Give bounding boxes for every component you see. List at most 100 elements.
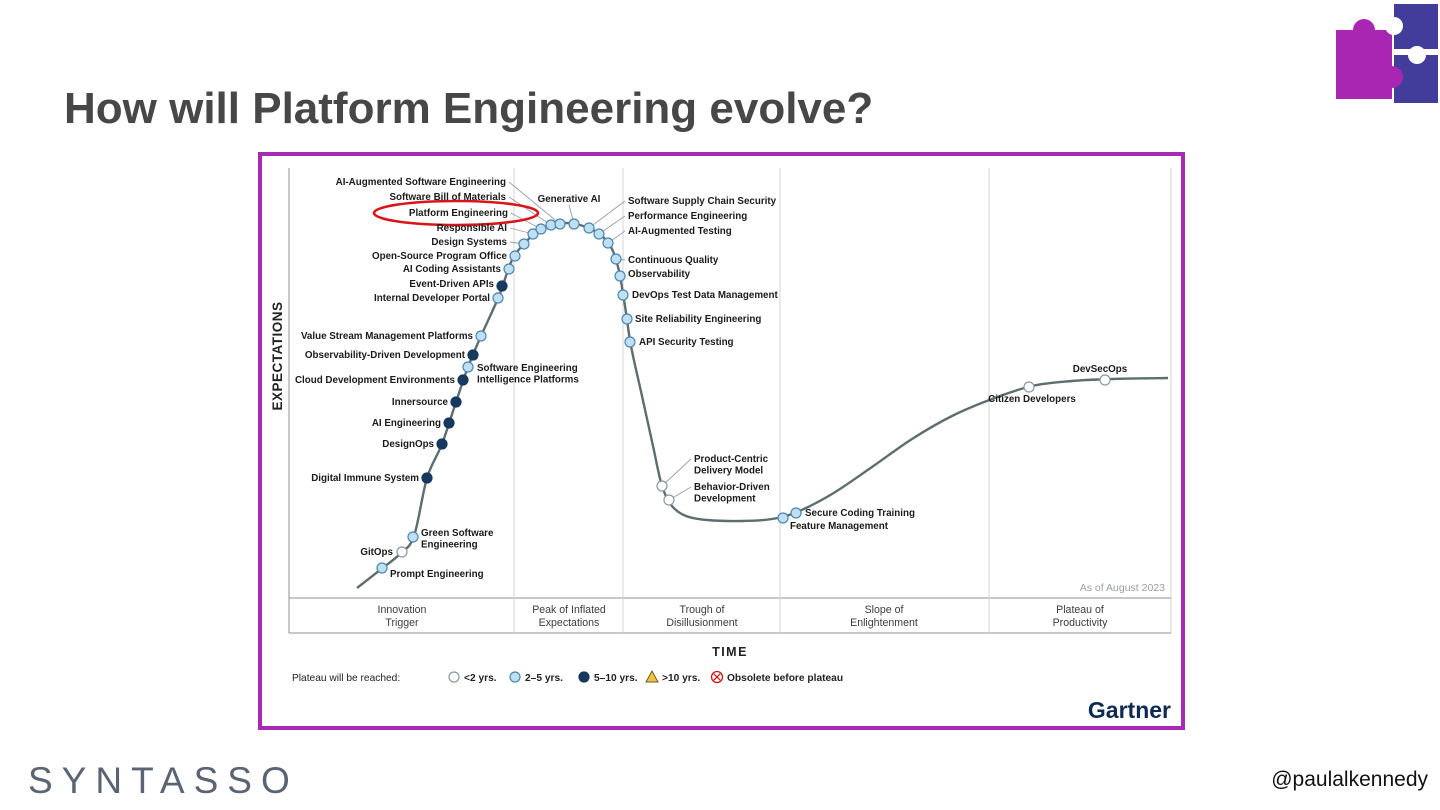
platform-engineering-highlight — [372, 199, 540, 227]
chart-point — [602, 237, 614, 249]
legend-item-label: Obsolete before plateau — [727, 673, 843, 684]
chart-point-label: Cloud Development Environments — [295, 375, 456, 386]
leader-line — [588, 200, 626, 229]
phase-label: Trough of Disillusionment — [666, 604, 737, 629]
chart-point — [396, 546, 408, 558]
chart-point-label: Generative AI — [538, 194, 601, 205]
chart-point — [443, 417, 455, 429]
leader-line — [661, 458, 692, 487]
chart-point — [492, 292, 504, 304]
chart-point — [663, 494, 675, 506]
syntasso-wordmark: SYNTASSO — [28, 760, 299, 801]
chart-point-label: AI-Augmented Software Engineering — [336, 177, 506, 188]
chart-point-label: Software Supply Chain Security — [628, 196, 777, 207]
chart-point — [624, 336, 636, 348]
legend-title: Plateau will be reached: — [292, 673, 400, 684]
legend-item-label: 5–10 yrs. — [594, 673, 638, 684]
legend-circle-2-5-icon — [509, 671, 521, 683]
chart-point-label: Feature Management — [790, 521, 889, 532]
chart-point — [376, 562, 388, 574]
chart-point-label: Open-Source Program Office — [372, 251, 508, 262]
chart-point-label: Observability-Driven Development — [305, 350, 466, 361]
chart-point-label: Design Systems — [431, 237, 507, 248]
chart-point — [527, 228, 539, 240]
chart-point — [421, 472, 433, 484]
chart-point-label: Product-Centric Delivery Model — [694, 454, 769, 477]
twitter-handle: @paulalkennedy — [1271, 768, 1428, 791]
chart-point-label: Performance Engineering — [628, 211, 747, 222]
chart-point-label: Software Engineering Intelligence Platfor… — [477, 363, 579, 386]
chart-point — [509, 250, 521, 262]
legend-triangle-icon — [645, 669, 659, 683]
chart-point-label: AI Coding Assistants — [403, 264, 502, 275]
chart-point — [535, 223, 547, 235]
logo-notch-top — [1385, 17, 1403, 35]
chart-point-label: API Security Testing — [639, 337, 734, 348]
hype-cycle-chart: EXPECTATIONS TIME Innovation Trigger Peak of… — [258, 152, 1185, 730]
chart-point-label: Responsible AI — [437, 223, 508, 234]
phase-label: Innovation Trigger — [378, 604, 427, 629]
logo-tab-top — [1353, 19, 1375, 41]
chart-point — [1099, 374, 1111, 386]
chart-point — [1023, 381, 1035, 393]
chart-point-label: Value Stream Management Platforms — [301, 331, 474, 342]
chart-point-label: Green Software Engineering — [421, 528, 494, 551]
chart-point-label: Citizen Developers — [988, 394, 1076, 405]
chart-point — [656, 480, 668, 492]
chart-point — [450, 396, 462, 408]
chart-point — [496, 280, 508, 292]
hype-cycle-svg: EXPECTATIONS TIME Innovation Trigger Peak of… — [270, 168, 1172, 723]
chart-point — [503, 263, 515, 275]
logo-tab-right — [1381, 66, 1403, 88]
chart-point — [568, 218, 580, 230]
legend-item-label: >10 yrs. — [662, 673, 700, 684]
phase-label: Plateau of Productivity — [1053, 604, 1108, 629]
chart-point — [518, 238, 530, 250]
logo-piece-magenta — [1336, 30, 1392, 99]
chart-point — [621, 313, 633, 325]
chart-point-label: Event-Driven APIs — [409, 279, 494, 290]
chart-point — [777, 512, 789, 524]
leader-line — [508, 181, 561, 225]
legend-circle-lt2-icon — [448, 671, 460, 683]
phase-label: Slope of Enlightenment — [850, 604, 918, 629]
phase-label: Peak of Inflated Expectations — [532, 604, 606, 629]
legend-item-label: 2–5 yrs. — [525, 673, 563, 684]
chart-point-label: DevSecOps — [1073, 364, 1128, 375]
chart-point — [475, 330, 487, 342]
chart-point — [436, 438, 448, 450]
chart-point-label: Secure Coding Training — [805, 508, 915, 519]
logo-notch-middle — [1408, 46, 1426, 64]
chart-point — [593, 228, 605, 240]
chart-point — [610, 253, 622, 265]
chart-point — [407, 531, 419, 543]
chart-point-label: AI-Augmented Testing — [628, 226, 732, 237]
chart-point-label: Continuous Quality — [628, 255, 719, 266]
chart-point — [614, 270, 626, 282]
chart-point-label: Prompt Engineering — [390, 569, 484, 580]
x-axis-title: TIME — [712, 645, 748, 659]
chart-point-label: Behavior-Driven Development — [694, 482, 770, 505]
chart-point-label: Digital Immune System — [311, 473, 419, 484]
legend-obsolete-x-icon — [713, 673, 721, 681]
chart-point-label: Observability — [628, 269, 691, 280]
chart-point — [583, 222, 595, 234]
gartner-logo: Gartner — [1088, 697, 1171, 723]
chart-point — [617, 289, 629, 301]
chart-point-label: DevOps Test Data Management — [632, 290, 778, 301]
leader-line — [508, 196, 552, 226]
chart-point-label: DesignOps — [382, 439, 434, 450]
syntasso-logo-icon — [1336, 4, 1438, 103]
chart-point — [790, 507, 802, 519]
chart-point-label: Site Reliability Engineering — [635, 314, 761, 325]
chart-point-label: Innersource — [392, 397, 449, 408]
chart-point-label: GitOps — [360, 547, 393, 558]
chart-point-label: Internal Developer Portal — [374, 293, 490, 304]
chart-point — [457, 374, 469, 386]
leader-line — [510, 212, 542, 230]
y-axis-title: EXPECTATIONS — [270, 301, 285, 410]
chart-point-label: Software Bill of Materials — [389, 192, 506, 203]
chart-point-label: Platform Engineering — [409, 208, 508, 219]
chart-point — [467, 349, 479, 361]
